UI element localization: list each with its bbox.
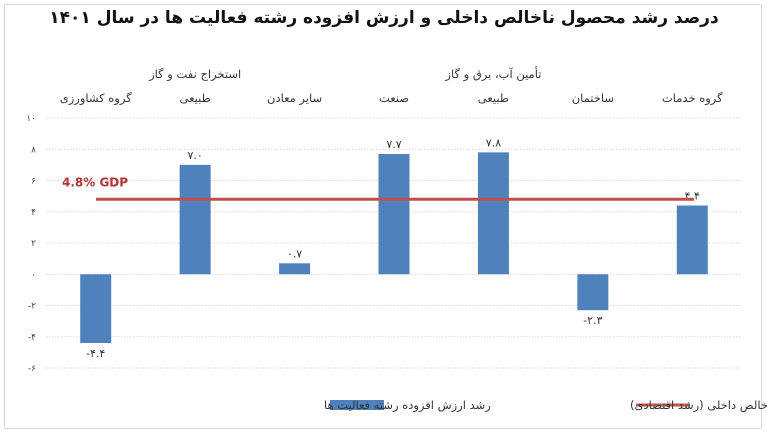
category-label: استخراج نفت و گاز — [148, 67, 241, 82]
y-tick-label: -۶ — [28, 364, 36, 374]
category-label: ساختمان — [572, 91, 614, 105]
bar — [179, 164, 211, 275]
bar — [80, 274, 112, 343]
y-tick-label: -۲ — [28, 302, 36, 312]
y-tick-label: ۴ — [31, 208, 36, 218]
legend-bar-swatch — [330, 400, 384, 410]
category-label: طبیعی — [180, 91, 211, 105]
data-label: -۲.۳ — [583, 314, 602, 327]
bar — [477, 152, 509, 275]
y-tick-label: ۱۰ — [26, 114, 36, 124]
bar — [279, 263, 311, 275]
y-tick-label: ۶ — [31, 177, 36, 187]
y-tick-label: ۲ — [31, 239, 36, 249]
category-label: گروه خدمات — [662, 91, 723, 106]
y-tick-label: -۴ — [28, 333, 36, 343]
bar — [676, 205, 708, 275]
y-tick-label: ۰ — [31, 270, 36, 280]
data-label: ۷.۰ — [187, 149, 202, 162]
category-label: گروه کشاورزی — [60, 91, 132, 106]
category-label: صنعت — [379, 91, 409, 105]
category-label: تأمین آب، برق و گاز — [444, 66, 541, 82]
chart-title: درصد رشد محصول ناخالص داخلی و ارزش افزود… — [49, 8, 719, 28]
category-label: سایر معادن — [267, 91, 322, 106]
legend-line-label: رشد محصول ناخالص داخلی (رشد اقتصادی) — [630, 398, 768, 413]
legend-bar-label: رشد ارزش افزوده رشته فعالیت ها — [324, 398, 491, 413]
bar — [577, 274, 609, 311]
y-tick-label: ۸ — [31, 145, 36, 155]
data-label: ۷.۸ — [486, 136, 501, 149]
data-label: ۷.۷ — [386, 138, 401, 151]
gdp-label: 4.8% GDP — [62, 175, 128, 189]
data-label: -۴.۴ — [86, 347, 105, 360]
bar — [378, 153, 410, 275]
data-label: ۰.۷ — [287, 247, 302, 260]
category-label: طبیعی — [478, 91, 509, 105]
